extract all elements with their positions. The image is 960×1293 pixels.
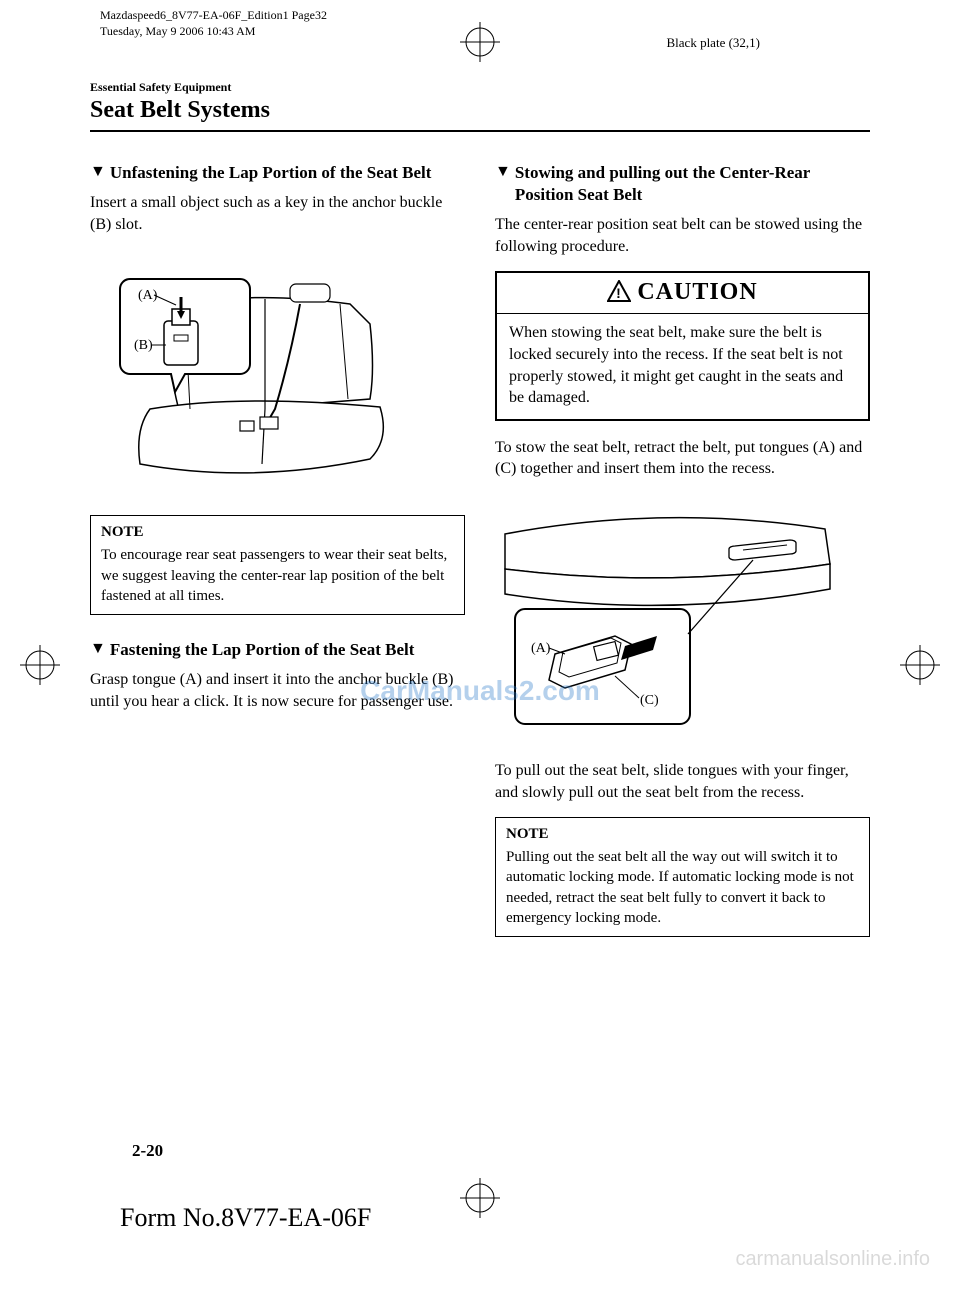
- subhead-unfastening: ▼ Unfastening the Lap Portion of the Sea…: [90, 162, 465, 184]
- figure-seat-buckle: (A) (B): [90, 249, 465, 499]
- body-text: Insert a small object such as a key in t…: [90, 192, 465, 235]
- form-number: Form No.8V77-EA-06F: [120, 1203, 371, 1233]
- print-meta: Mazdaspeed6_8V77-EA-06F_Edition1 Page32 …: [100, 8, 327, 39]
- page-title: Seat Belt Systems: [90, 97, 870, 124]
- body-text: To stow the seat belt, retract the belt,…: [495, 437, 870, 480]
- right-column: ▼ Stowing and pulling out the Center-Rea…: [495, 162, 870, 961]
- down-arrow-icon: ▼: [90, 639, 106, 660]
- left-column: ▼ Unfastening the Lap Portion of the Sea…: [90, 162, 465, 961]
- breadcrumb: Essential Safety Equipment: [90, 80, 870, 95]
- note-label: NOTE: [506, 826, 859, 843]
- page-number: 2-20: [132, 1141, 163, 1161]
- section-header: Essential Safety Equipment Seat Belt Sys…: [90, 80, 870, 124]
- crop-mark-bottom: [460, 1178, 500, 1223]
- warning-icon: !: [607, 280, 631, 309]
- note-box: NOTE Pulling out the seat belt all the w…: [495, 817, 870, 937]
- svg-text:!: !: [616, 285, 622, 301]
- label-a: (A): [531, 641, 551, 656]
- caution-body: When stowing the seat belt, make sure th…: [497, 314, 868, 418]
- black-plate-label: Black plate (32,1): [667, 35, 761, 51]
- body-text: The center-rear position seat belt can b…: [495, 214, 870, 257]
- caution-heading: ! CAUTION: [497, 273, 868, 314]
- meta-line1: Mazdaspeed6_8V77-EA-06F_Edition1 Page32: [100, 8, 327, 24]
- two-column-layout: ▼ Unfastening the Lap Portion of the Sea…: [90, 162, 870, 961]
- page-content: Essential Safety Equipment Seat Belt Sys…: [90, 80, 870, 1173]
- label-b: (B): [134, 338, 153, 353]
- label-c: (C): [640, 693, 659, 708]
- body-text: Grasp tongue (A) and insert it into the …: [90, 669, 465, 712]
- watermark-carmanualsonline: carmanualsonline.info: [735, 1248, 930, 1271]
- note-body: To encourage rear seat passengers to wea…: [101, 545, 454, 606]
- meta-line2: Tuesday, May 9 2006 10:43 AM: [100, 24, 327, 40]
- subhead-text: Stowing and pulling out the Center-Rear …: [515, 162, 870, 206]
- note-label: NOTE: [101, 524, 454, 541]
- note-body: Pulling out the seat belt all the way ou…: [506, 847, 859, 928]
- title-rule: [90, 130, 870, 132]
- figure-recess: (A) (C): [495, 494, 870, 744]
- crop-mark-right: [900, 645, 940, 690]
- down-arrow-icon: ▼: [495, 162, 511, 183]
- subhead-fastening: ▼ Fastening the Lap Portion of the Seat …: [90, 639, 465, 661]
- crop-mark-top: [460, 22, 500, 67]
- subhead-stowing: ▼ Stowing and pulling out the Center-Rea…: [495, 162, 870, 206]
- body-text: To pull out the seat belt, slide tongues…: [495, 760, 870, 803]
- caution-box: ! CAUTION When stowing the seat belt, ma…: [495, 271, 870, 420]
- crop-mark-left: [20, 645, 60, 690]
- subhead-text: Fastening the Lap Portion of the Seat Be…: [110, 639, 415, 661]
- caution-label: CAUTION: [637, 279, 757, 305]
- subhead-text: Unfastening the Lap Portion of the Seat …: [110, 162, 432, 184]
- down-arrow-icon: ▼: [90, 162, 106, 183]
- note-box: NOTE To encourage rear seat passengers t…: [90, 515, 465, 615]
